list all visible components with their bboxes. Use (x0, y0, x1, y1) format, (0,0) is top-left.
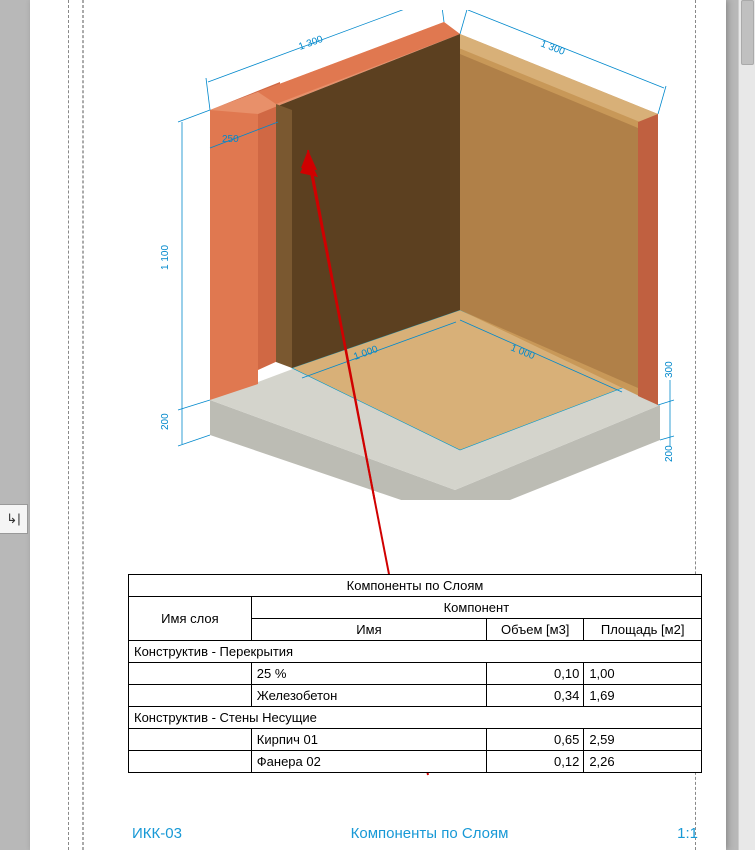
col-name: Имя (251, 619, 486, 641)
table-row: Железобетон0,341,69 (129, 685, 702, 707)
dim-label-200a: 200 (160, 413, 171, 430)
table-group-header: Конструктив - Стены Несущие (129, 707, 702, 729)
cell-area: 2,26 (584, 751, 702, 773)
footer-title: Компоненты по Слоям (351, 825, 509, 842)
inner-margin-left (82, 0, 84, 850)
cell-area: 2,59 (584, 729, 702, 751)
page-canvas: 1 300 1 300 250 1 100 200 (30, 0, 726, 850)
footer-code: ИКК-03 (132, 825, 182, 842)
dim-label-1300b: 1 300 (539, 39, 567, 58)
col-volume: Объем [м3] (487, 619, 584, 641)
dim-label-1300a: 1 300 (297, 34, 325, 53)
dim-label-300: 300 (664, 361, 675, 378)
table-title: Компоненты по Слоям (129, 575, 702, 597)
scrollbar-vertical[interactable] (738, 0, 755, 850)
drawing-svg: 1 300 1 300 250 1 100 200 (160, 10, 680, 500)
cell-name: Кирпич 01 (251, 729, 486, 751)
scrollbar-thumb[interactable] (741, 0, 754, 65)
dim-label-1100: 1 100 (160, 245, 171, 270)
cell-name: Железобетон (251, 685, 486, 707)
dim-label-200b: 200 (664, 445, 675, 462)
table-group-header: Конструктив - Перекрытия (129, 641, 702, 663)
cell-volume: 0,12 (487, 751, 584, 773)
table-row: Фанера 020,122,26 (129, 751, 702, 773)
side-drawer-icon: ↳| (6, 511, 20, 527)
col-component-header: Компонент (251, 597, 701, 619)
cell-layer (129, 685, 252, 707)
cell-name: 25 % (251, 663, 486, 685)
table-row: Кирпич 010,652,59 (129, 729, 702, 751)
col-area: Площадь [м2] (584, 619, 702, 641)
side-drawer-tab[interactable]: ↳| (0, 504, 28, 534)
dim-label-250: 250 (222, 134, 239, 145)
drawing-3d-view: 1 300 1 300 250 1 100 200 (160, 10, 680, 500)
page-footer: ИКК-03 Компоненты по Слоям 1:1 (128, 823, 702, 844)
table-body: Конструктив - Перекрытия25 %0,101,00Желе… (129, 641, 702, 773)
cell-volume: 0,34 (487, 685, 584, 707)
table-row: 25 %0,101,00 (129, 663, 702, 685)
shape-wall-right-edge (638, 114, 658, 405)
col-layer-name: Имя слоя (129, 597, 252, 641)
cell-area: 1,00 (584, 663, 702, 685)
cell-layer (129, 663, 252, 685)
cell-area: 1,69 (584, 685, 702, 707)
shape-plywood-edge (276, 104, 292, 368)
components-table: Компоненты по Слоям Имя слоя Компонент И… (128, 574, 702, 773)
cell-volume: 0,65 (487, 729, 584, 751)
cell-name: Фанера 02 (251, 751, 486, 773)
footer-scale: 1:1 (677, 825, 698, 842)
cell-volume: 0,10 (487, 663, 584, 685)
cell-layer (129, 751, 252, 773)
cell-layer (129, 729, 252, 751)
